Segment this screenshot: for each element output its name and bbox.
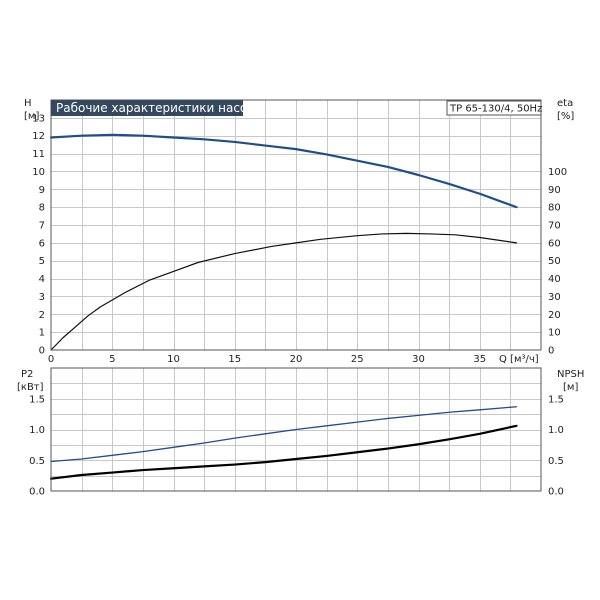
top-panel-grid [51,100,541,350]
y-left-tick-label: 7 [39,221,45,232]
top-panel-curves [49,133,518,351]
x-tick-label: 20 [290,354,303,365]
H-curve [49,133,518,209]
y-left-tick-label: 11 [32,149,45,160]
y-right-label-top: eta [557,98,573,109]
bottom-panel-curves [49,406,518,480]
model-label: TP 65-130/4, 50Hz [449,104,542,115]
x-tick-label: 25 [351,354,364,365]
y-right-tick-label: 0.5 [548,456,564,467]
top-panel-frame [50,99,542,351]
y-left-unit-top: [м] [24,111,39,122]
y-left-tick-label: 13 [32,113,45,124]
x-tick-label: 15 [228,354,241,365]
chart-title: Рабочие характеристики насоса [56,101,261,115]
y-left-tick-label: 2 [39,310,45,321]
y-right-unit-top: [%] [557,111,574,122]
y-right-tick-label: 10 [548,328,561,339]
y-right-tick-label: 30 [548,292,561,303]
y-left-unit-bottom: [кВт] [17,382,44,393]
P2-curve [50,406,518,463]
y-right-tick-label: 0.0 [548,487,564,498]
x-tick-label: 10 [167,354,180,365]
y-right-tick-label: 70 [548,221,561,232]
y-left-tick-label: 12 [32,131,45,142]
top-panel-ticks: 0 5 10 15 20 25 30 3501234567891011121301020304… [32,113,567,365]
y-left-tick-label: 3 [39,292,45,303]
y-right-tick-label: 50 [548,256,561,267]
y-right-tick-label: 1.0 [548,425,564,436]
x-tick-label: 35 [473,354,486,365]
y-right-tick-label: 90 [548,185,561,196]
y-left-tick-label: 4 [39,274,45,285]
y-right-tick-label: 0 [548,346,554,357]
y-right-tick-label: 100 [548,167,567,178]
model-label-box [446,100,542,116]
y-left-tick-label: 10 [32,167,45,178]
y-left-tick-label: 9 [39,185,45,196]
bottom-panel-ticks: 0.0 0.0 0.5 0.5 1.0 1.0 1.5 1.5 [29,394,564,497]
y-left-label-top: H [24,98,32,109]
y-left-tick-label: 6 [39,238,45,249]
y-left-tick-label: 5 [39,256,45,267]
bottom-panel-frame [50,367,542,492]
y-right-unit-bottom: [м] [563,382,578,393]
y-right-tick-label: 60 [548,238,561,249]
y-left-tick-label: 1 [39,328,45,339]
eta-curve [50,232,518,351]
y-left-tick-label: 1.5 [29,394,45,405]
y-right-tick-label: 1.5 [548,394,564,405]
y-left-tick-label: 8 [39,203,45,214]
chart-title-bg [51,100,243,116]
y-left-tick-label: 0.5 [29,456,45,467]
x-axis-label: Q [м³/ч] [499,354,539,365]
y-right-tick-label: 80 [548,203,561,214]
y-left-tick-label: 0.0 [29,487,45,498]
x-tick-label: 0 [48,354,54,365]
y-left-label-bottom: P2 [21,369,33,380]
x-tick-label: 30 [412,354,425,365]
y-left-tick-label: 0 [39,346,45,357]
NPSH-curve [49,424,518,480]
bottom-panel-grid [51,368,541,491]
y-right-tick-label: 40 [548,274,561,285]
x-tick-label: 5 [109,354,115,365]
y-right-label-bottom: NPSH [557,369,584,380]
y-left-tick-label: 1.0 [29,425,45,436]
y-right-tick-label: 20 [548,310,561,321]
